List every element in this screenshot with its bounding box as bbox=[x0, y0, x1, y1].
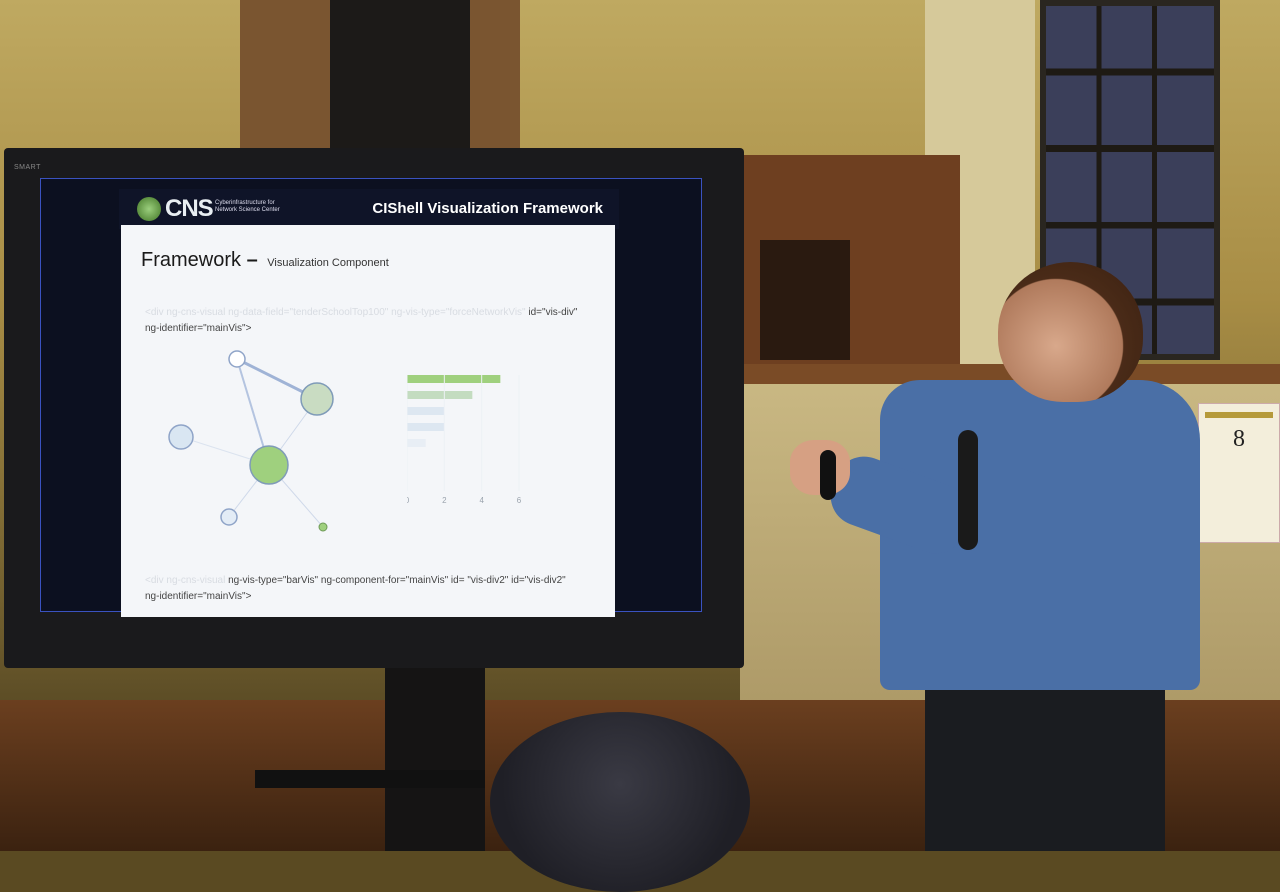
cabinet-window bbox=[760, 240, 850, 360]
bar bbox=[407, 423, 445, 431]
audience-member-head bbox=[490, 712, 750, 892]
bar-chart: 0 2 4 6 bbox=[407, 375, 522, 505]
graph-node bbox=[249, 445, 289, 485]
cns-logo-subtitle: Cyberinfrastructure for Network Science … bbox=[215, 200, 280, 213]
graph-node bbox=[318, 522, 328, 532]
cns-logo-icon bbox=[137, 197, 161, 221]
bar bbox=[407, 439, 426, 447]
x-tick-label: 4 bbox=[479, 496, 484, 505]
code-line-1: <div ng-cns-visual ng-data-field="tender… bbox=[145, 307, 578, 318]
sign-number: 8 bbox=[1233, 426, 1245, 452]
sign-banner bbox=[1205, 412, 1273, 418]
tv-stand-shelf bbox=[255, 770, 485, 788]
network-graph bbox=[168, 350, 334, 532]
code-line-2-text: ng-identifier="mainVis"> bbox=[145, 323, 252, 334]
graph-node bbox=[168, 424, 194, 450]
bar bbox=[407, 391, 473, 399]
code-line-3: <div ng-cns-visual ng-vis-type="barVis" … bbox=[145, 575, 566, 586]
tv-stand bbox=[385, 660, 485, 851]
slide-body: Framework – Visualization Component <div… bbox=[121, 225, 615, 617]
slide-heading: Framework – Visualization Component bbox=[141, 249, 389, 272]
graph-node bbox=[228, 350, 246, 368]
microphone bbox=[958, 430, 978, 550]
presentation-clicker bbox=[820, 450, 836, 500]
bar bbox=[407, 407, 445, 415]
heading-dash: – bbox=[246, 249, 258, 271]
bar bbox=[407, 375, 501, 383]
code-line-1-id: id="vis-div" bbox=[528, 307, 578, 318]
presenter-head bbox=[998, 262, 1143, 402]
monitor-screen: CNS Cyberinfrastructure for Network Scie… bbox=[40, 178, 702, 617]
monitor-brand-logo: SMART bbox=[14, 164, 41, 171]
display-monitor: SMART CNS Cyberinfrastructure for Networ… bbox=[4, 148, 744, 668]
x-tick-label: 0 bbox=[407, 496, 410, 505]
ceiling-speaker bbox=[330, 0, 470, 155]
x-tick-label: 2 bbox=[442, 496, 447, 505]
code-line-2: ng-identifier="mainVis"> bbox=[145, 323, 251, 334]
code-line-3-text: ng-vis-type="barVis" ng-component-for="m… bbox=[228, 575, 566, 586]
x-tick-label: 6 bbox=[517, 496, 522, 505]
graph-node bbox=[220, 508, 238, 526]
slide-title: CIShell Visualization Framework bbox=[372, 200, 603, 217]
heading-text: Framework bbox=[141, 249, 242, 271]
heading-subtitle: Visualization Component bbox=[267, 257, 389, 269]
code-line-4-text: ng-identifier="mainVis"> bbox=[145, 591, 252, 602]
wall-sign: 8 bbox=[1198, 403, 1280, 543]
graph-node bbox=[300, 382, 334, 416]
code-line-4: ng-identifier="mainVis"> bbox=[145, 591, 251, 602]
presenter-legs bbox=[925, 680, 1165, 851]
slide-header: CNS Cyberinfrastructure for Network Scie… bbox=[119, 189, 619, 229]
cns-logo-text: CNS bbox=[165, 195, 214, 222]
